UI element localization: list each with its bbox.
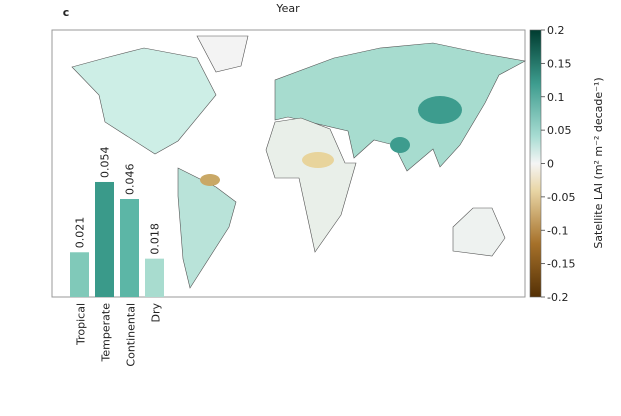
greenland <box>196 35 249 73</box>
bar-value-label: 0.021 <box>74 217 87 249</box>
australia <box>452 207 506 257</box>
colorbar-tick-label: -0.1 <box>547 224 568 237</box>
bar-value-label: 0.046 <box>124 164 137 196</box>
north-america <box>71 47 217 155</box>
map-title: Year <box>275 2 300 15</box>
category-label: Continental <box>125 303 138 367</box>
colorbar-tick-label: 0 <box>547 158 554 171</box>
colorbar-tick-label: 0.15 <box>547 57 572 70</box>
continents <box>71 35 526 289</box>
bar <box>120 199 139 297</box>
bar-value-label: 0.054 <box>99 146 112 178</box>
category-label: Dry <box>150 303 163 323</box>
africa <box>265 117 357 253</box>
eurasia <box>274 42 526 172</box>
bar <box>95 181 114 297</box>
china-greening <box>418 96 462 124</box>
colorbar-tick-label: -0.05 <box>547 191 575 204</box>
panel-label: c <box>63 6 70 19</box>
colorbar-tick-label: 0.2 <box>547 24 565 37</box>
colorbar-tick-label: 0.1 <box>547 91 565 104</box>
amazon-browning <box>200 174 220 186</box>
colorbar-tick-label: -0.2 <box>547 291 568 304</box>
sahel-browning <box>302 152 334 168</box>
colorbar <box>529 29 542 298</box>
bar-value-label: 0.018 <box>149 223 162 255</box>
south-america <box>177 167 237 289</box>
bar <box>70 252 89 297</box>
colorbar-tick-label: -0.15 <box>547 258 575 271</box>
category-label: Tropical <box>75 303 88 346</box>
colorbar-tick-label: 0.05 <box>547 124 572 137</box>
category-label: Temperate <box>100 303 113 363</box>
india-greening <box>390 137 410 153</box>
colorbar-label: Satellite LAI (m² m⁻² decade⁻¹) <box>592 77 605 248</box>
bar <box>145 258 164 297</box>
